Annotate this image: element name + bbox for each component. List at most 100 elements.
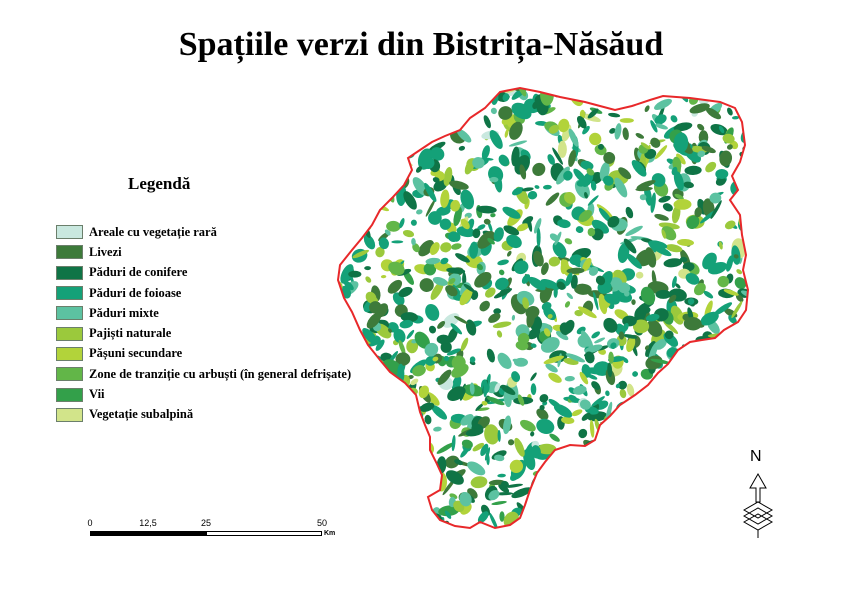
north-arrow-icon (742, 472, 774, 538)
land-cover-patch (377, 457, 399, 461)
land-cover-patch (687, 349, 702, 359)
land-cover-patch (724, 411, 739, 422)
land-cover-patch (447, 386, 466, 402)
land-cover-patch (604, 293, 620, 305)
legend-item-pasuni-secundare: Pășuni secundare (56, 344, 351, 364)
land-cover-patch (531, 445, 541, 459)
land-cover-patch (535, 495, 543, 506)
land-cover-patch (707, 442, 719, 447)
land-cover-patch (686, 484, 694, 491)
land-cover-patch (352, 433, 364, 442)
land-cover-patch (695, 495, 706, 506)
land-cover-patch (483, 380, 488, 398)
land-cover-patch (398, 339, 406, 355)
land-cover-patch (638, 499, 652, 520)
land-cover-patch (437, 320, 446, 329)
scale-segment (90, 531, 148, 536)
land-cover-patch (410, 88, 424, 103)
land-cover-patch (629, 432, 647, 441)
land-cover-patch (673, 132, 689, 154)
land-cover-patch (619, 388, 627, 399)
land-cover-patch (663, 258, 683, 268)
land-cover-patch (565, 353, 586, 363)
legend-item-vegetatie-subalpina: Vegetație subalpină (56, 405, 351, 425)
land-cover-patch (414, 504, 420, 510)
land-cover-patch (371, 130, 390, 149)
land-cover-patch (564, 191, 576, 204)
land-cover-patch (712, 381, 724, 391)
land-cover-patch (745, 236, 748, 249)
land-cover-patch (493, 227, 504, 242)
land-cover-patch (407, 467, 417, 478)
land-cover-patch (497, 352, 512, 369)
land-cover-patch (603, 425, 616, 432)
land-cover-patch (338, 495, 339, 504)
land-cover-patch (372, 494, 379, 501)
land-cover-patch (701, 378, 717, 394)
land-cover-patch (378, 237, 389, 250)
land-cover-patch (645, 247, 657, 268)
land-cover-patch (681, 476, 688, 488)
land-cover-patch (432, 276, 448, 286)
land-cover-patch (635, 440, 646, 451)
land-cover-patch (528, 276, 546, 291)
land-cover-patch (751, 171, 757, 180)
land-cover-patch (511, 102, 532, 120)
land-cover-patch (463, 283, 475, 293)
land-cover-patch (393, 104, 407, 113)
legend-label: Pășuni secundare (89, 346, 183, 361)
land-cover-patch (429, 242, 440, 256)
land-cover-patch (459, 287, 473, 306)
land-cover-patch (390, 487, 401, 499)
land-cover-patch (734, 97, 745, 107)
land-cover-patch (382, 489, 398, 503)
land-cover-patch (359, 466, 377, 480)
land-cover-patch (425, 303, 440, 321)
land-cover-patch (338, 137, 350, 148)
land-cover-patch (412, 88, 420, 91)
land-cover-patch (358, 91, 368, 101)
land-cover-patch (364, 126, 374, 134)
land-cover-patch (588, 266, 599, 276)
land-cover-patch (661, 229, 667, 239)
land-cover-patch (459, 491, 472, 507)
land-cover-patch (736, 196, 745, 207)
land-cover-patch (338, 173, 350, 190)
land-cover-patch (456, 129, 472, 143)
land-cover-patch (600, 422, 609, 431)
land-cover-patch (570, 512, 585, 522)
land-cover-patch (425, 474, 439, 488)
land-cover-patch (444, 88, 461, 98)
land-cover-patch (515, 88, 527, 97)
land-cover-patch (494, 454, 505, 462)
land-cover-patch (706, 408, 711, 419)
land-cover-patch (460, 189, 475, 210)
land-cover-patch (640, 286, 656, 306)
land-cover-patch (654, 145, 668, 160)
land-cover-patch (736, 269, 743, 275)
land-cover-patch (716, 442, 729, 449)
land-cover-patch (667, 451, 676, 457)
land-cover-patch (667, 428, 673, 434)
land-cover-patch (484, 424, 500, 445)
land-cover-patch (608, 351, 614, 364)
land-cover-patch (451, 243, 462, 250)
land-cover-patch (498, 106, 513, 120)
land-cover-patch (690, 433, 708, 449)
land-cover-patch (425, 257, 441, 265)
land-cover-patch (372, 402, 385, 419)
land-cover-patch (650, 400, 660, 412)
land-cover-patch (365, 365, 377, 375)
land-cover-patch (547, 154, 555, 165)
land-cover-patch (527, 190, 538, 200)
land-cover-patch (543, 184, 552, 190)
land-cover-patch (366, 88, 376, 90)
land-cover-patch (730, 88, 745, 104)
land-cover-patch (364, 266, 371, 271)
land-cover-patch (606, 465, 620, 479)
land-cover-patch (654, 98, 672, 110)
land-cover-patch (341, 156, 356, 164)
land-cover-patch (676, 514, 687, 525)
land-cover-patch (735, 294, 744, 303)
land-cover-patch (338, 89, 344, 105)
